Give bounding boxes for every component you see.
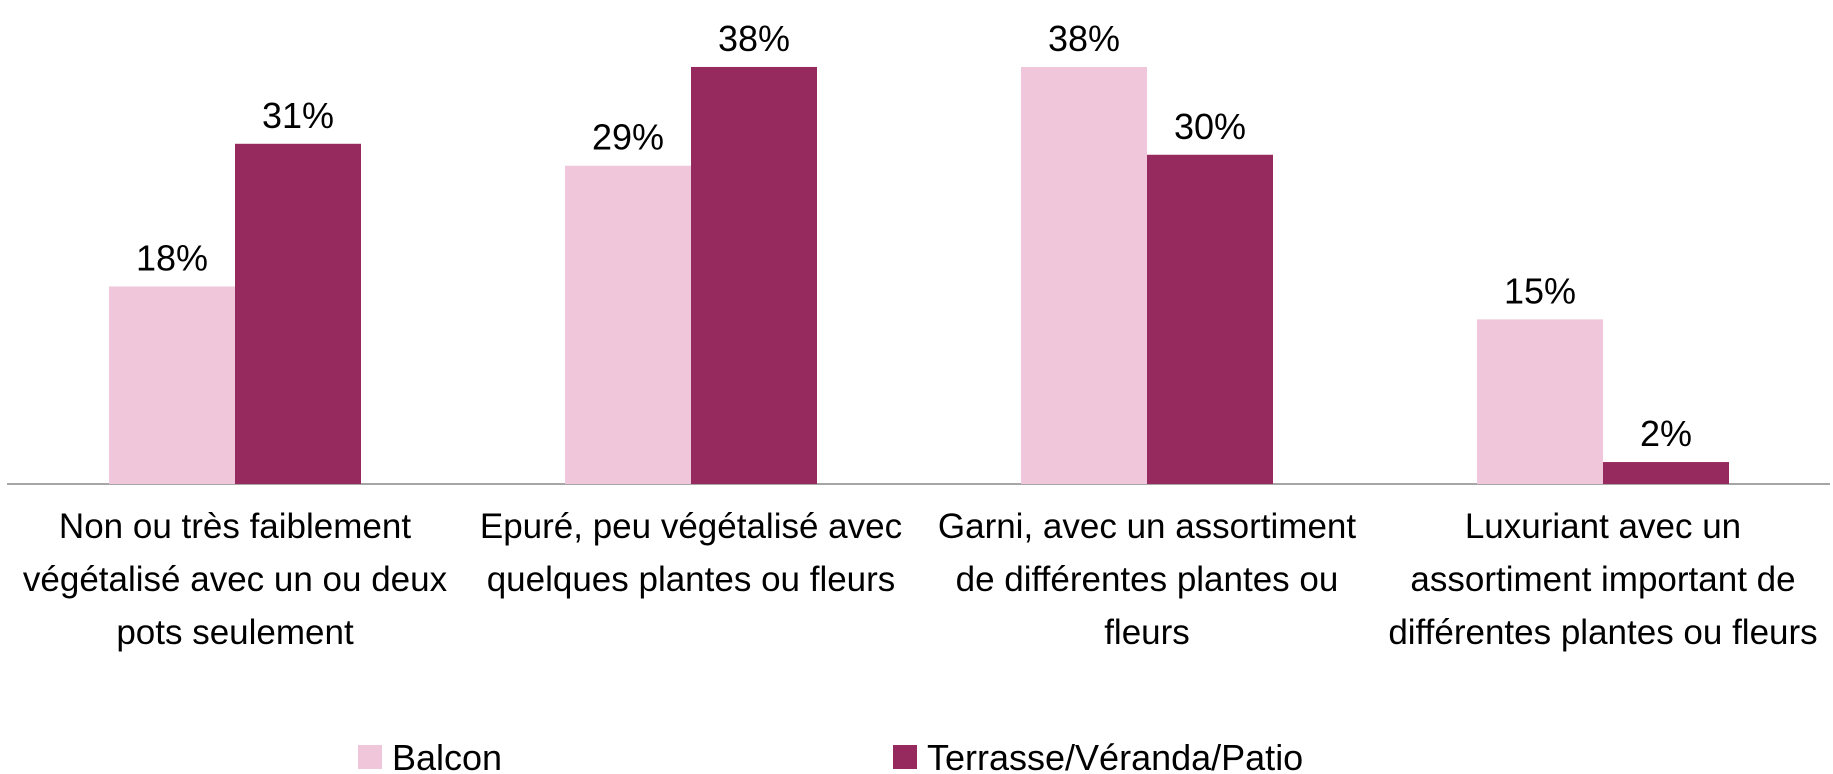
data-label: 18% xyxy=(136,237,208,278)
x-tick-label: Non ou très faiblement végétalisé avec u… xyxy=(22,507,448,652)
data-label: 38% xyxy=(718,18,790,59)
x-tick-label: Epuré, peu végétalisé avec quelques plan… xyxy=(479,507,903,599)
data-label: 2% xyxy=(1640,413,1692,454)
bar xyxy=(1021,66,1147,485)
bar xyxy=(691,66,817,485)
data-label: 30% xyxy=(1174,106,1246,147)
bar xyxy=(235,143,361,484)
bar xyxy=(109,286,235,484)
legend-label: Terrasse/Véranda/Patio xyxy=(927,737,1303,774)
legend-swatch xyxy=(893,745,917,769)
data-label: 15% xyxy=(1504,270,1576,311)
bar xyxy=(1477,319,1603,484)
legend-label: Balcon xyxy=(392,737,502,774)
legend-swatch xyxy=(358,745,382,769)
x-tick-label: Luxuriant avec un assortiment important … xyxy=(1388,507,1818,652)
bar xyxy=(1603,462,1729,484)
data-label: 29% xyxy=(592,117,664,158)
bar xyxy=(1147,154,1273,484)
data-label: 38% xyxy=(1048,18,1120,59)
data-label: 31% xyxy=(262,95,334,136)
x-tick-label: Garni, avec un assortiment de différente… xyxy=(937,507,1357,652)
bar xyxy=(565,165,691,484)
